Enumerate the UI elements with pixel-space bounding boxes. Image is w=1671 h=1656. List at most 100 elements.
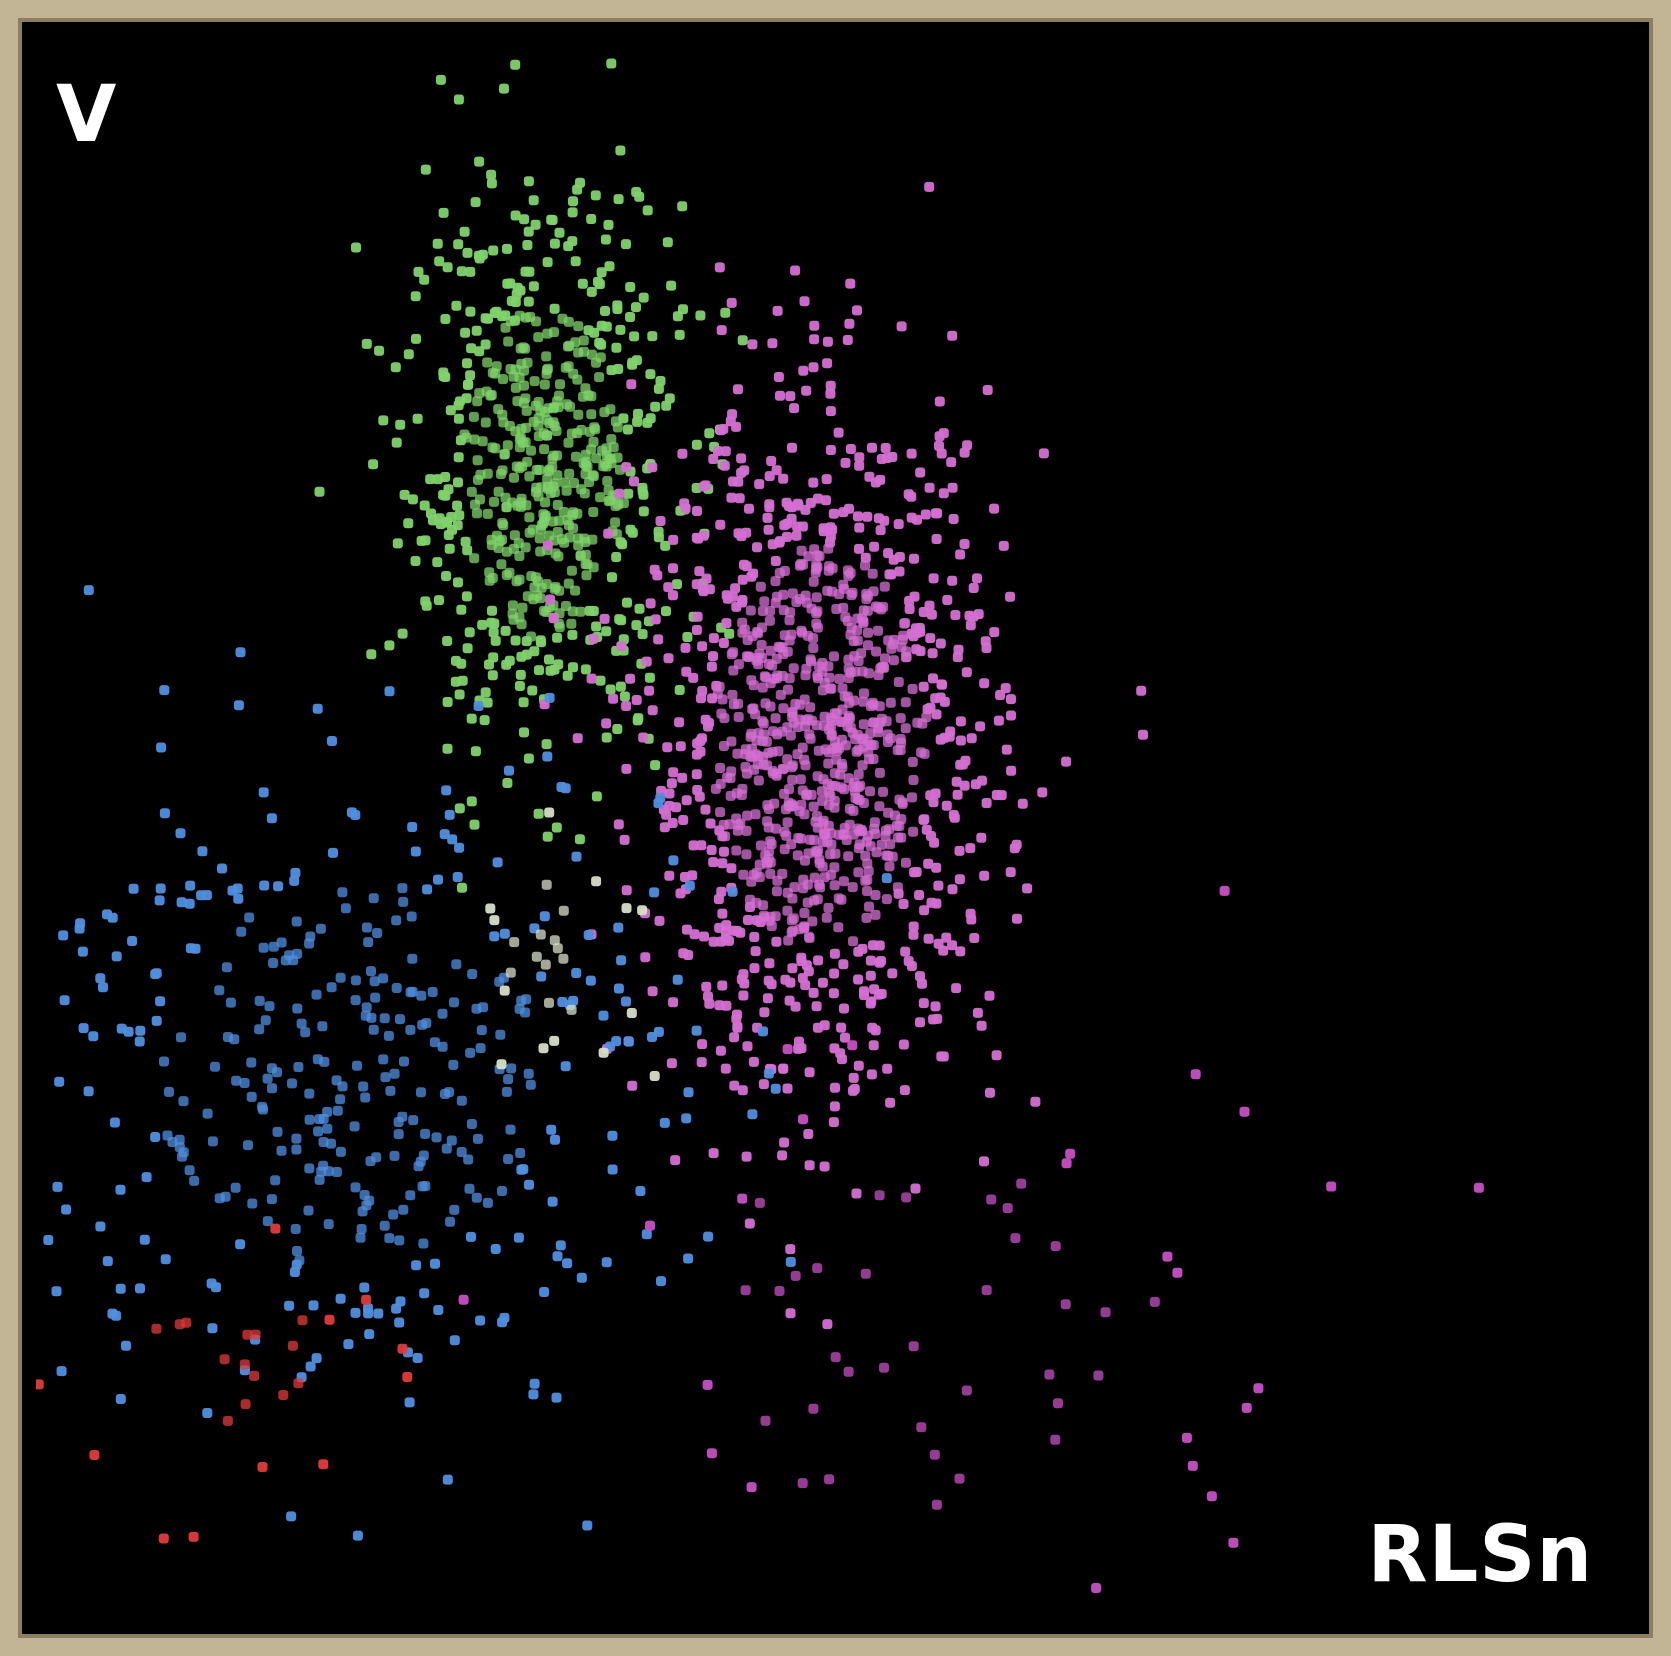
scatter-point — [156, 742, 167, 753]
scatter-point — [728, 647, 739, 658]
scatter-point — [595, 352, 606, 363]
scatter-point — [777, 1150, 788, 1161]
scatter-point — [662, 237, 673, 248]
scatter-point — [906, 512, 917, 523]
scatter-point — [866, 1069, 877, 1080]
scatter-point — [305, 931, 316, 942]
scatter-point — [845, 444, 856, 454]
scatter-point — [162, 1130, 173, 1141]
scatter-point — [513, 538, 524, 549]
scatter-point — [757, 622, 767, 633]
scatter-point — [811, 592, 822, 603]
scatter-point — [442, 262, 453, 273]
scatter-point — [500, 310, 511, 321]
scatter-point — [615, 681, 626, 692]
scatter-point — [792, 749, 803, 760]
scatter-point — [775, 390, 785, 401]
scatter-point — [942, 595, 953, 605]
scatter-point — [923, 858, 934, 869]
scatter-point — [892, 882, 903, 893]
scatter-point — [668, 534, 679, 545]
scatter-point — [732, 926, 743, 936]
scatter-point — [276, 937, 287, 948]
scatter-point — [843, 851, 854, 862]
scatter-point — [541, 351, 552, 362]
scatter-point — [954, 1473, 965, 1484]
scatter-point — [335, 972, 346, 983]
scatter-point — [95, 1221, 106, 1232]
scatter-point — [831, 754, 842, 765]
scatter-point — [725, 790, 736, 801]
scatter-point — [566, 618, 577, 629]
scatter-point — [515, 442, 525, 453]
scatter-point — [764, 958, 775, 969]
scatter-point — [264, 1001, 275, 1012]
scatter-point — [594, 337, 605, 348]
scatter-point — [681, 795, 692, 806]
scatter-point — [714, 262, 725, 273]
scatter-point — [449, 1204, 460, 1215]
scatter-point — [404, 1397, 415, 1408]
scatter-point — [454, 510, 465, 521]
scatter-point — [608, 693, 619, 704]
scatter-point — [773, 372, 784, 382]
scatter-point — [426, 508, 436, 519]
scatter-point — [650, 614, 661, 625]
scatter-point — [966, 733, 977, 744]
scatter-point — [757, 716, 768, 727]
scatter-point — [449, 997, 459, 1008]
scatter-point — [860, 552, 871, 563]
scatter-point — [590, 190, 601, 201]
scatter-point — [615, 145, 626, 156]
scatter-point — [420, 164, 431, 175]
scatter-point — [912, 628, 923, 638]
scatter-point — [952, 789, 963, 800]
scatter-point — [368, 459, 379, 470]
scatter-point — [548, 403, 559, 414]
scatter-point — [293, 1378, 304, 1389]
scatter-point — [838, 959, 849, 970]
scatter-point — [655, 516, 666, 526]
scatter-point — [650, 401, 661, 412]
scatter-point — [691, 769, 702, 780]
scatter-point — [677, 448, 688, 459]
scatter-point — [852, 305, 862, 316]
scatter-point — [681, 1113, 692, 1124]
scatter-point — [1044, 1369, 1055, 1380]
scatter-point — [505, 278, 516, 289]
scatter-point — [931, 534, 942, 544]
scatter-point — [510, 635, 521, 646]
scatter-point — [803, 931, 814, 942]
scatter-point — [370, 992, 381, 1003]
scatter-point — [550, 582, 561, 592]
scatter-point — [327, 736, 337, 746]
scatter-point — [438, 367, 449, 378]
scatter-point — [267, 1063, 277, 1074]
scatter-point — [733, 659, 744, 670]
scatter-point — [246, 1091, 257, 1102]
scatter-point — [926, 609, 937, 620]
scatter-point — [456, 266, 467, 277]
scatter-point — [482, 697, 493, 708]
scatter-point — [563, 361, 574, 372]
scatter-point — [135, 1283, 145, 1294]
scatter-point — [489, 915, 500, 926]
scatter-point — [742, 651, 752, 662]
scatter-point — [303, 1205, 314, 1216]
scatter-point — [812, 670, 823, 681]
scatter-point — [738, 869, 749, 880]
scatter-point — [291, 916, 302, 927]
scatter-point — [762, 993, 773, 1004]
scatter-point — [618, 498, 629, 509]
scatter-point — [561, 601, 571, 611]
scatter-point — [907, 792, 917, 803]
scatter-point — [323, 1166, 334, 1177]
scatter-point — [748, 869, 759, 880]
scatter-point — [655, 376, 666, 386]
scatter-point — [257, 1101, 268, 1112]
scatter-point — [442, 636, 453, 646]
scatter-point — [765, 645, 776, 656]
scatter-point — [176, 897, 187, 908]
scatter-point — [864, 471, 875, 482]
scatter-point — [1016, 1178, 1027, 1189]
